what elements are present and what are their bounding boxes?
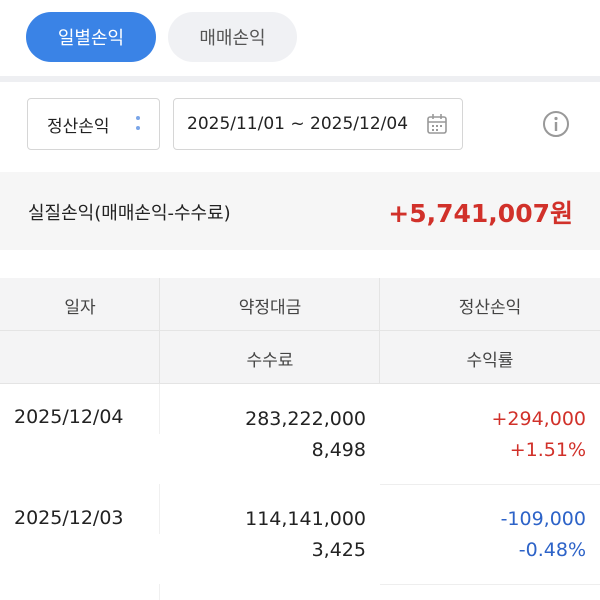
column-divider: [159, 278, 160, 384]
tab[interactable]: 매매손익: [168, 12, 297, 62]
header-divider: [0, 330, 600, 331]
header-cell: 일자: [64, 298, 96, 318]
header-cell: 수수료: [246, 351, 294, 371]
select-icon: [136, 116, 140, 136]
rate-cell: -0.48%: [518, 539, 586, 561]
date-text: 2025/11/01 ~ 2025/12/04: [187, 114, 409, 134]
header-cell: 약정대금: [238, 298, 302, 318]
fee-cell: 3,425: [311, 539, 366, 561]
amount-cell: 114,141,000: [245, 508, 366, 530]
column-divider: [159, 484, 160, 534]
pnl-cell: +294,000: [491, 408, 587, 430]
column-divider: [159, 384, 160, 434]
pnl-cell: -109,000: [500, 508, 586, 530]
date-cell: 2025/12/04: [14, 406, 124, 428]
calendar-icon: [427, 114, 447, 134]
column-divider: [159, 584, 160, 600]
fee-cell: 8,498: [311, 439, 366, 461]
divider: [0, 76, 600, 82]
select-box[interactable]: 정산손익: [27, 98, 160, 150]
date-range[interactable]: 2025/11/01 ~ 2025/12/04: [173, 98, 463, 150]
header-divider: [0, 383, 600, 384]
date-cell: 2025/12/03: [14, 507, 124, 529]
header-cell: 수익률: [466, 351, 514, 371]
info-icon[interactable]: [542, 110, 570, 138]
row-divider: [380, 484, 600, 485]
column-divider: [379, 278, 380, 384]
summary-band: [0, 172, 600, 250]
tab[interactable]: 일별손익: [26, 12, 156, 62]
rate-cell: +1.51%: [509, 439, 586, 461]
select-label: 정산손익: [47, 116, 110, 137]
summary-label: 실질손익(매매손익-수수료): [28, 203, 231, 224]
summary-value: +5,741,007원: [388, 199, 573, 228]
row-divider: [380, 584, 600, 585]
amount-cell: 283,222,000: [245, 408, 366, 430]
table-header: [0, 278, 600, 384]
header-cell: 정산손익: [458, 298, 522, 318]
